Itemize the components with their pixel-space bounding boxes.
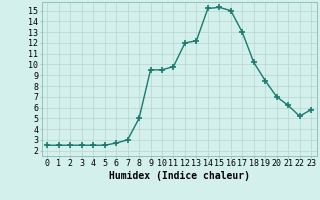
X-axis label: Humidex (Indice chaleur): Humidex (Indice chaleur) [109,171,250,181]
